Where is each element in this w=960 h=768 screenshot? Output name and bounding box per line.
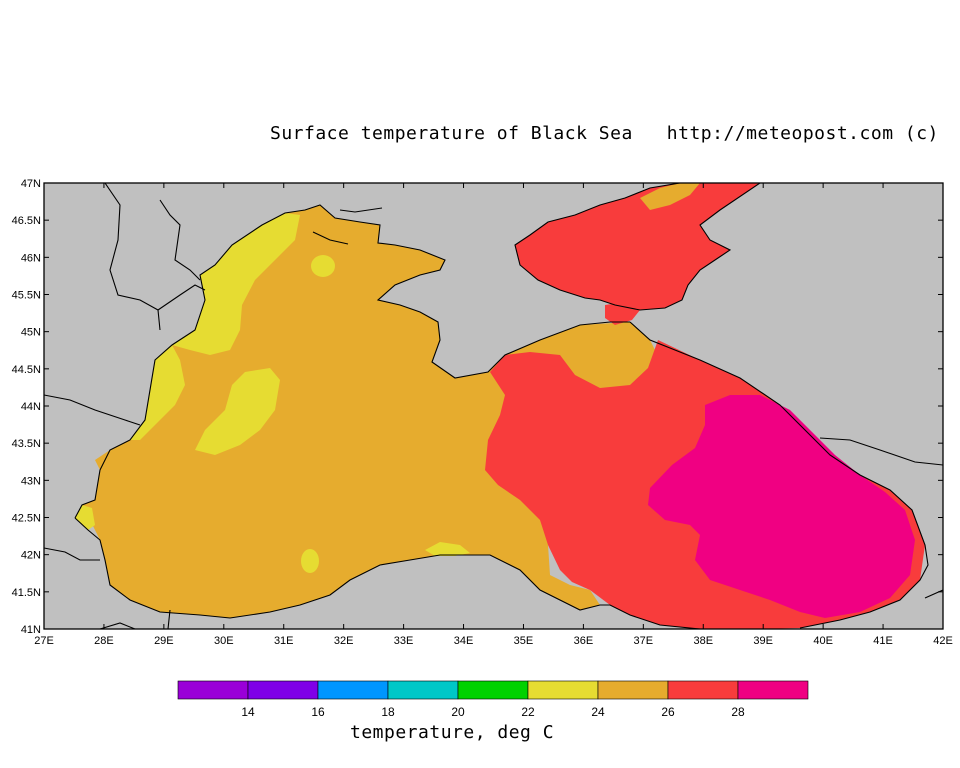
- sea-zone-22-24-spot-b: [301, 549, 319, 573]
- colorbar-label: 24: [591, 705, 605, 719]
- y-tick-label: 41N: [21, 624, 41, 636]
- colorbar: 14 16 18 20 22 24 26 28: [177, 680, 809, 719]
- x-tick-label: 31E: [274, 635, 294, 647]
- map-title: Surface temperature of Black Sea http://…: [270, 123, 939, 144]
- colorbar-title: temperature, deg C: [350, 722, 555, 743]
- sea-zone-24-26-azov-edge: [640, 183, 700, 210]
- sea-zone-22-24-spot-a: [311, 255, 335, 277]
- x-tick-label: 37E: [634, 635, 654, 647]
- colorbar-label: 14: [241, 705, 255, 719]
- y-tick-label: 47N: [21, 178, 41, 190]
- sea-zone-22-24-southwest: [75, 505, 95, 530]
- colorbar-swatch: [247, 680, 319, 700]
- sea-zone-22-24-south: [425, 542, 470, 556]
- x-tick-label: 35E: [514, 635, 534, 647]
- x-tick-label: 34E: [454, 635, 474, 647]
- x-tick-label: 38E: [693, 635, 713, 647]
- y-tick-label: 45N: [21, 327, 41, 339]
- colorbar-swatch: [527, 680, 599, 700]
- colorbar-swatch: [667, 680, 739, 700]
- colorbar-swatch: [597, 680, 669, 700]
- y-tick-label: 46N: [21, 252, 41, 264]
- y-tick-label: 42N: [21, 550, 41, 562]
- sea-zone-28-30: [648, 395, 915, 618]
- x-tick-label: 40E: [813, 635, 833, 647]
- y-tick-label: 46.5N: [12, 215, 41, 227]
- colorbar-swatch: [457, 680, 529, 700]
- colorbar-swatch: [737, 680, 809, 700]
- coastlines: [44, 183, 943, 629]
- y-tick-label: 44N: [21, 401, 41, 413]
- axes: 27E 28E 29E 30E 31E 32E 33E 34E 35E 36E 37E 38E 39E 4…: [12, 178, 953, 647]
- colorbar-label: 20: [451, 705, 465, 719]
- x-tick-label: 32E: [334, 635, 354, 647]
- colorbar-swatch: [177, 680, 249, 700]
- colorbar-label: 26: [661, 705, 675, 719]
- colorbar-swatch: [317, 680, 389, 700]
- y-tick-label: 42.5N: [12, 513, 41, 525]
- colorbar-label: 16: [311, 705, 325, 719]
- x-tick-label: 33E: [394, 635, 414, 647]
- sea-zone-22-24-central: [195, 368, 280, 455]
- x-tick-label: 30E: [214, 635, 234, 647]
- x-tick-label: 28E: [94, 635, 114, 647]
- colorbar-label: 28: [731, 705, 745, 719]
- colorbar-label: 22: [521, 705, 535, 719]
- y-tick-label: 44.5N: [12, 364, 41, 376]
- x-tick-label: 36E: [574, 635, 594, 647]
- x-tick-label: 42E: [933, 635, 953, 647]
- x-tick-label: 41E: [873, 635, 893, 647]
- x-tick-label: 29E: [154, 635, 174, 647]
- x-tick-label: 27E: [34, 635, 54, 647]
- y-tick-label: 43N: [21, 475, 41, 487]
- colorbar-swatch: [387, 680, 459, 700]
- x-tick-label: 39E: [753, 635, 773, 647]
- colorbar-label: 18: [381, 705, 395, 719]
- y-tick-label: 43.5N: [12, 438, 41, 450]
- sea-zone-22-24-north: [172, 213, 300, 355]
- y-tick-label: 41.5N: [12, 587, 41, 599]
- y-tick-label: 45.5N: [12, 290, 41, 302]
- sea-zone-22-24-west: [130, 345, 185, 440]
